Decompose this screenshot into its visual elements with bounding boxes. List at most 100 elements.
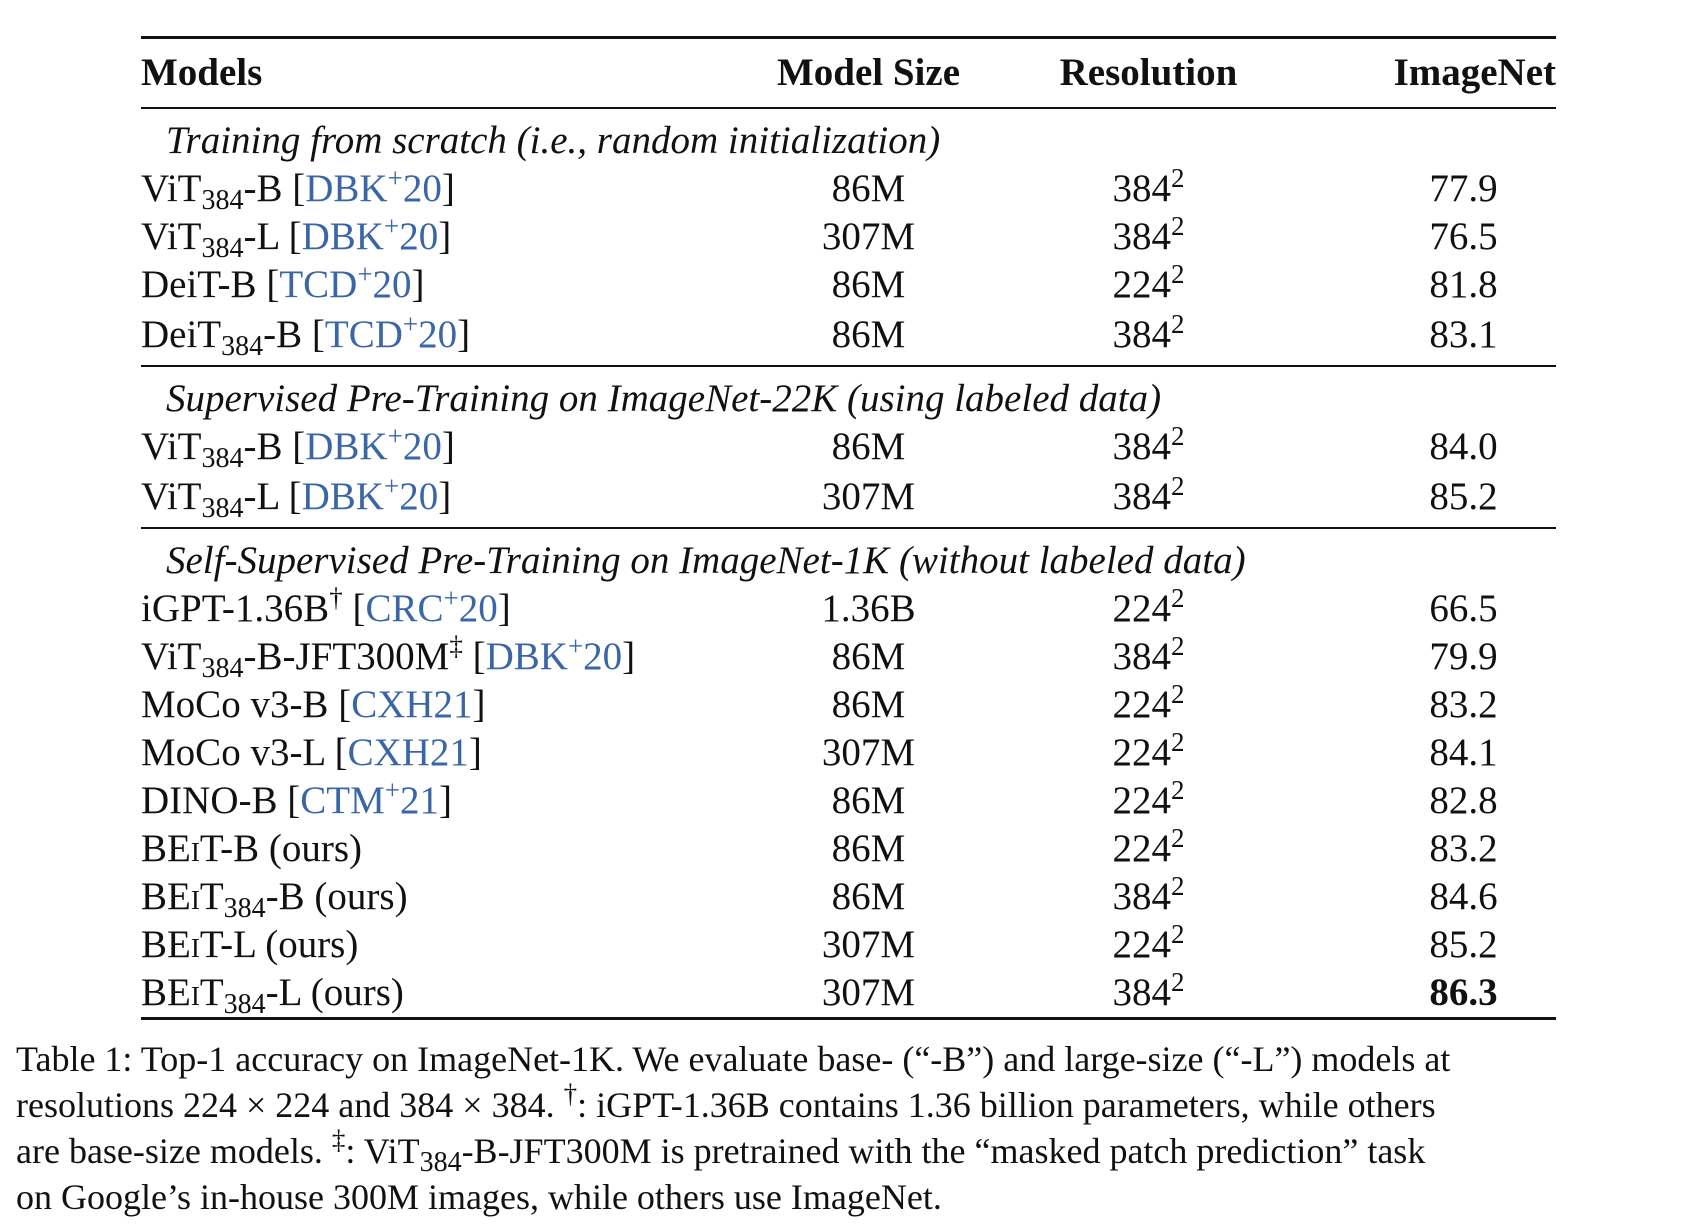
citation-plus: + (384, 775, 400, 805)
citation-plus: + (402, 309, 419, 339)
model-size-cell: 307M (761, 471, 976, 529)
resolution-exponent: 2 (1171, 163, 1185, 193)
imagenet-accuracy-cell: 85.2 (1321, 471, 1556, 529)
resolution-value: 224 (1112, 683, 1172, 726)
model-size-cell: 86M (831, 827, 906, 870)
citation-year: 20 (399, 215, 439, 258)
table-row: BEiT384-B (ours) 86M 3842 84.6 (141, 873, 1556, 924)
table-caption: Table 1: Top-1 accuracy on ImageNet-1K. … (16, 1036, 1696, 1220)
resolution-value: 224 (1112, 587, 1172, 630)
citation-bracket: ] (457, 313, 471, 356)
citation-bracket: [ (288, 475, 302, 518)
model-name: T (199, 827, 221, 870)
model-name-cell: BEiT384-L (ours) (141, 969, 761, 1020)
section-title: Self-Supervised Pre-Training on ImageNet… (166, 539, 1246, 582)
caption-text: -B-JFT300M is pretrained with the “maske… (461, 1131, 1426, 1171)
resolution-exponent: 2 (1171, 421, 1185, 451)
table-row: BEiT-B (ours) 86M 2242 83.2 (141, 825, 1556, 873)
model-name-smallcaps: i (190, 875, 200, 918)
imagenet-accuracy-cell: 83.2 (1429, 683, 1498, 726)
model-suffix: -B (ours) (265, 875, 408, 918)
resolution-value: 384 (1112, 215, 1172, 258)
caption-text: : iGPT-1.36B contains 1.36 billion param… (577, 1085, 1436, 1125)
table-row: ViT384-B [DBK+20] 86M 3842 84.0 (141, 421, 1556, 474)
model-name: ViT (141, 215, 202, 258)
model-size-cell: 307M (761, 969, 976, 1020)
model-suffix: -L (243, 215, 279, 258)
section-supervised: Supervised Pre-Training on ImageNet-22K … (141, 366, 1556, 529)
resolution-exponent: 2 (1171, 631, 1185, 661)
citation-year: 20 (458, 587, 498, 630)
resolution-cell: 3842 (976, 633, 1321, 681)
section-title: Training from scratch (i.e., random init… (166, 119, 941, 162)
resolution-exponent: 2 (1171, 871, 1185, 901)
citation-bracket: [ (472, 635, 486, 678)
resolution-cell: 2242 (976, 777, 1321, 825)
citation-plus: + (567, 631, 584, 661)
model-name-cell: DINO-B [CTM+21] (141, 777, 761, 825)
citation-year: 20 (402, 167, 442, 210)
caption-text: resolutions 224 × 224 and 384 × 384. (16, 1085, 564, 1125)
table-row: BEiT384-L (ours) 307M 3842 86.3 (141, 969, 1556, 1020)
model-suffix: -L (ours) (265, 971, 404, 1014)
model-size-cell: 86M (831, 425, 906, 468)
double-dagger-mark: ‡ (331, 1125, 346, 1155)
table-row: DINO-B [CTM+21] 86M 2242 82.8 (141, 777, 1556, 825)
table-row: BEiT-L (ours) 307M 2242 85.2 (141, 921, 1556, 969)
citation-bracket: ] (438, 215, 452, 258)
resolution-exponent: 2 (1171, 679, 1185, 709)
table-row: iGPT-1.36B† [CRC+20] 1.36B 2242 66.5 (141, 585, 1556, 633)
results-table: Models Model Size Resolution ImageNet Tr… (141, 36, 1556, 1020)
citation-link: CTM (300, 779, 385, 822)
resolution-cell: 2242 (976, 825, 1321, 873)
resolution-cell: 2242 (976, 729, 1321, 777)
resolution-value: 384 (1112, 167, 1172, 210)
model-name: BE (141, 875, 191, 918)
model-name-smallcaps: i (190, 827, 200, 870)
resolution-value: 224 (1112, 827, 1172, 870)
citation-link: DBK (301, 475, 384, 518)
model-subscript: 384 (221, 331, 264, 362)
resolution-value: 224 (1112, 923, 1172, 966)
imagenet-accuracy-cell: 83.2 (1429, 827, 1498, 870)
citation-year: 20 (372, 263, 412, 306)
resolution-exponent: 2 (1171, 309, 1185, 339)
citation-plus: + (387, 163, 403, 193)
table-row: MoCo v3-B [CXH21] 86M 2242 83.2 (141, 681, 1556, 729)
model-name-cell: BEiT384-B (ours) (141, 873, 761, 924)
model-subscript: 384 (201, 443, 244, 474)
resolution-value: 384 (1112, 971, 1172, 1014)
imagenet-accuracy-cell: 77.9 (1429, 167, 1498, 210)
citation-bracket: ] (441, 425, 455, 468)
citation-plus: + (383, 211, 400, 241)
model-name: ViT (141, 425, 202, 468)
imagenet-accuracy-cell: 85.2 (1429, 923, 1498, 966)
imagenet-accuracy-cell: 81.8 (1429, 263, 1498, 306)
citation-bracket: ] (441, 167, 455, 210)
model-name: BE (141, 827, 191, 870)
imagenet-accuracy-cell: 82.8 (1429, 779, 1498, 822)
citation-bracket: ] (438, 779, 452, 822)
resolution-cell: 3842 (976, 873, 1321, 921)
citation-bracket: [ (352, 587, 366, 630)
model-subscript: 384 (223, 893, 266, 924)
citation-bracket: ] (438, 475, 452, 518)
model-size-cell: 86M (761, 309, 976, 367)
model-name: DINO-B (141, 779, 278, 822)
imagenet-accuracy-cell: 83.1 (1321, 309, 1556, 367)
resolution-cell: 2242 (976, 921, 1321, 969)
citation-plus: + (383, 471, 400, 501)
header-imagenet: ImageNet (1321, 36, 1556, 109)
citation-plus: + (387, 421, 403, 451)
section-title: Supervised Pre-Training on ImageNet-22K … (166, 377, 1162, 420)
citation-bracket: [ (292, 425, 306, 468)
resolution-value: 384 (1112, 635, 1172, 678)
model-suffix: -L (ours) (220, 923, 359, 966)
model-name-cell: BEiT-L (ours) (141, 921, 761, 969)
model-name-cell: iGPT-1.36B† [CRC+20] (141, 585, 761, 633)
model-name: DeiT (141, 313, 222, 356)
imagenet-accuracy-cell: 84.1 (1429, 731, 1498, 774)
header-model-size: Model Size (761, 36, 976, 109)
citation-link: DBK (305, 167, 388, 210)
